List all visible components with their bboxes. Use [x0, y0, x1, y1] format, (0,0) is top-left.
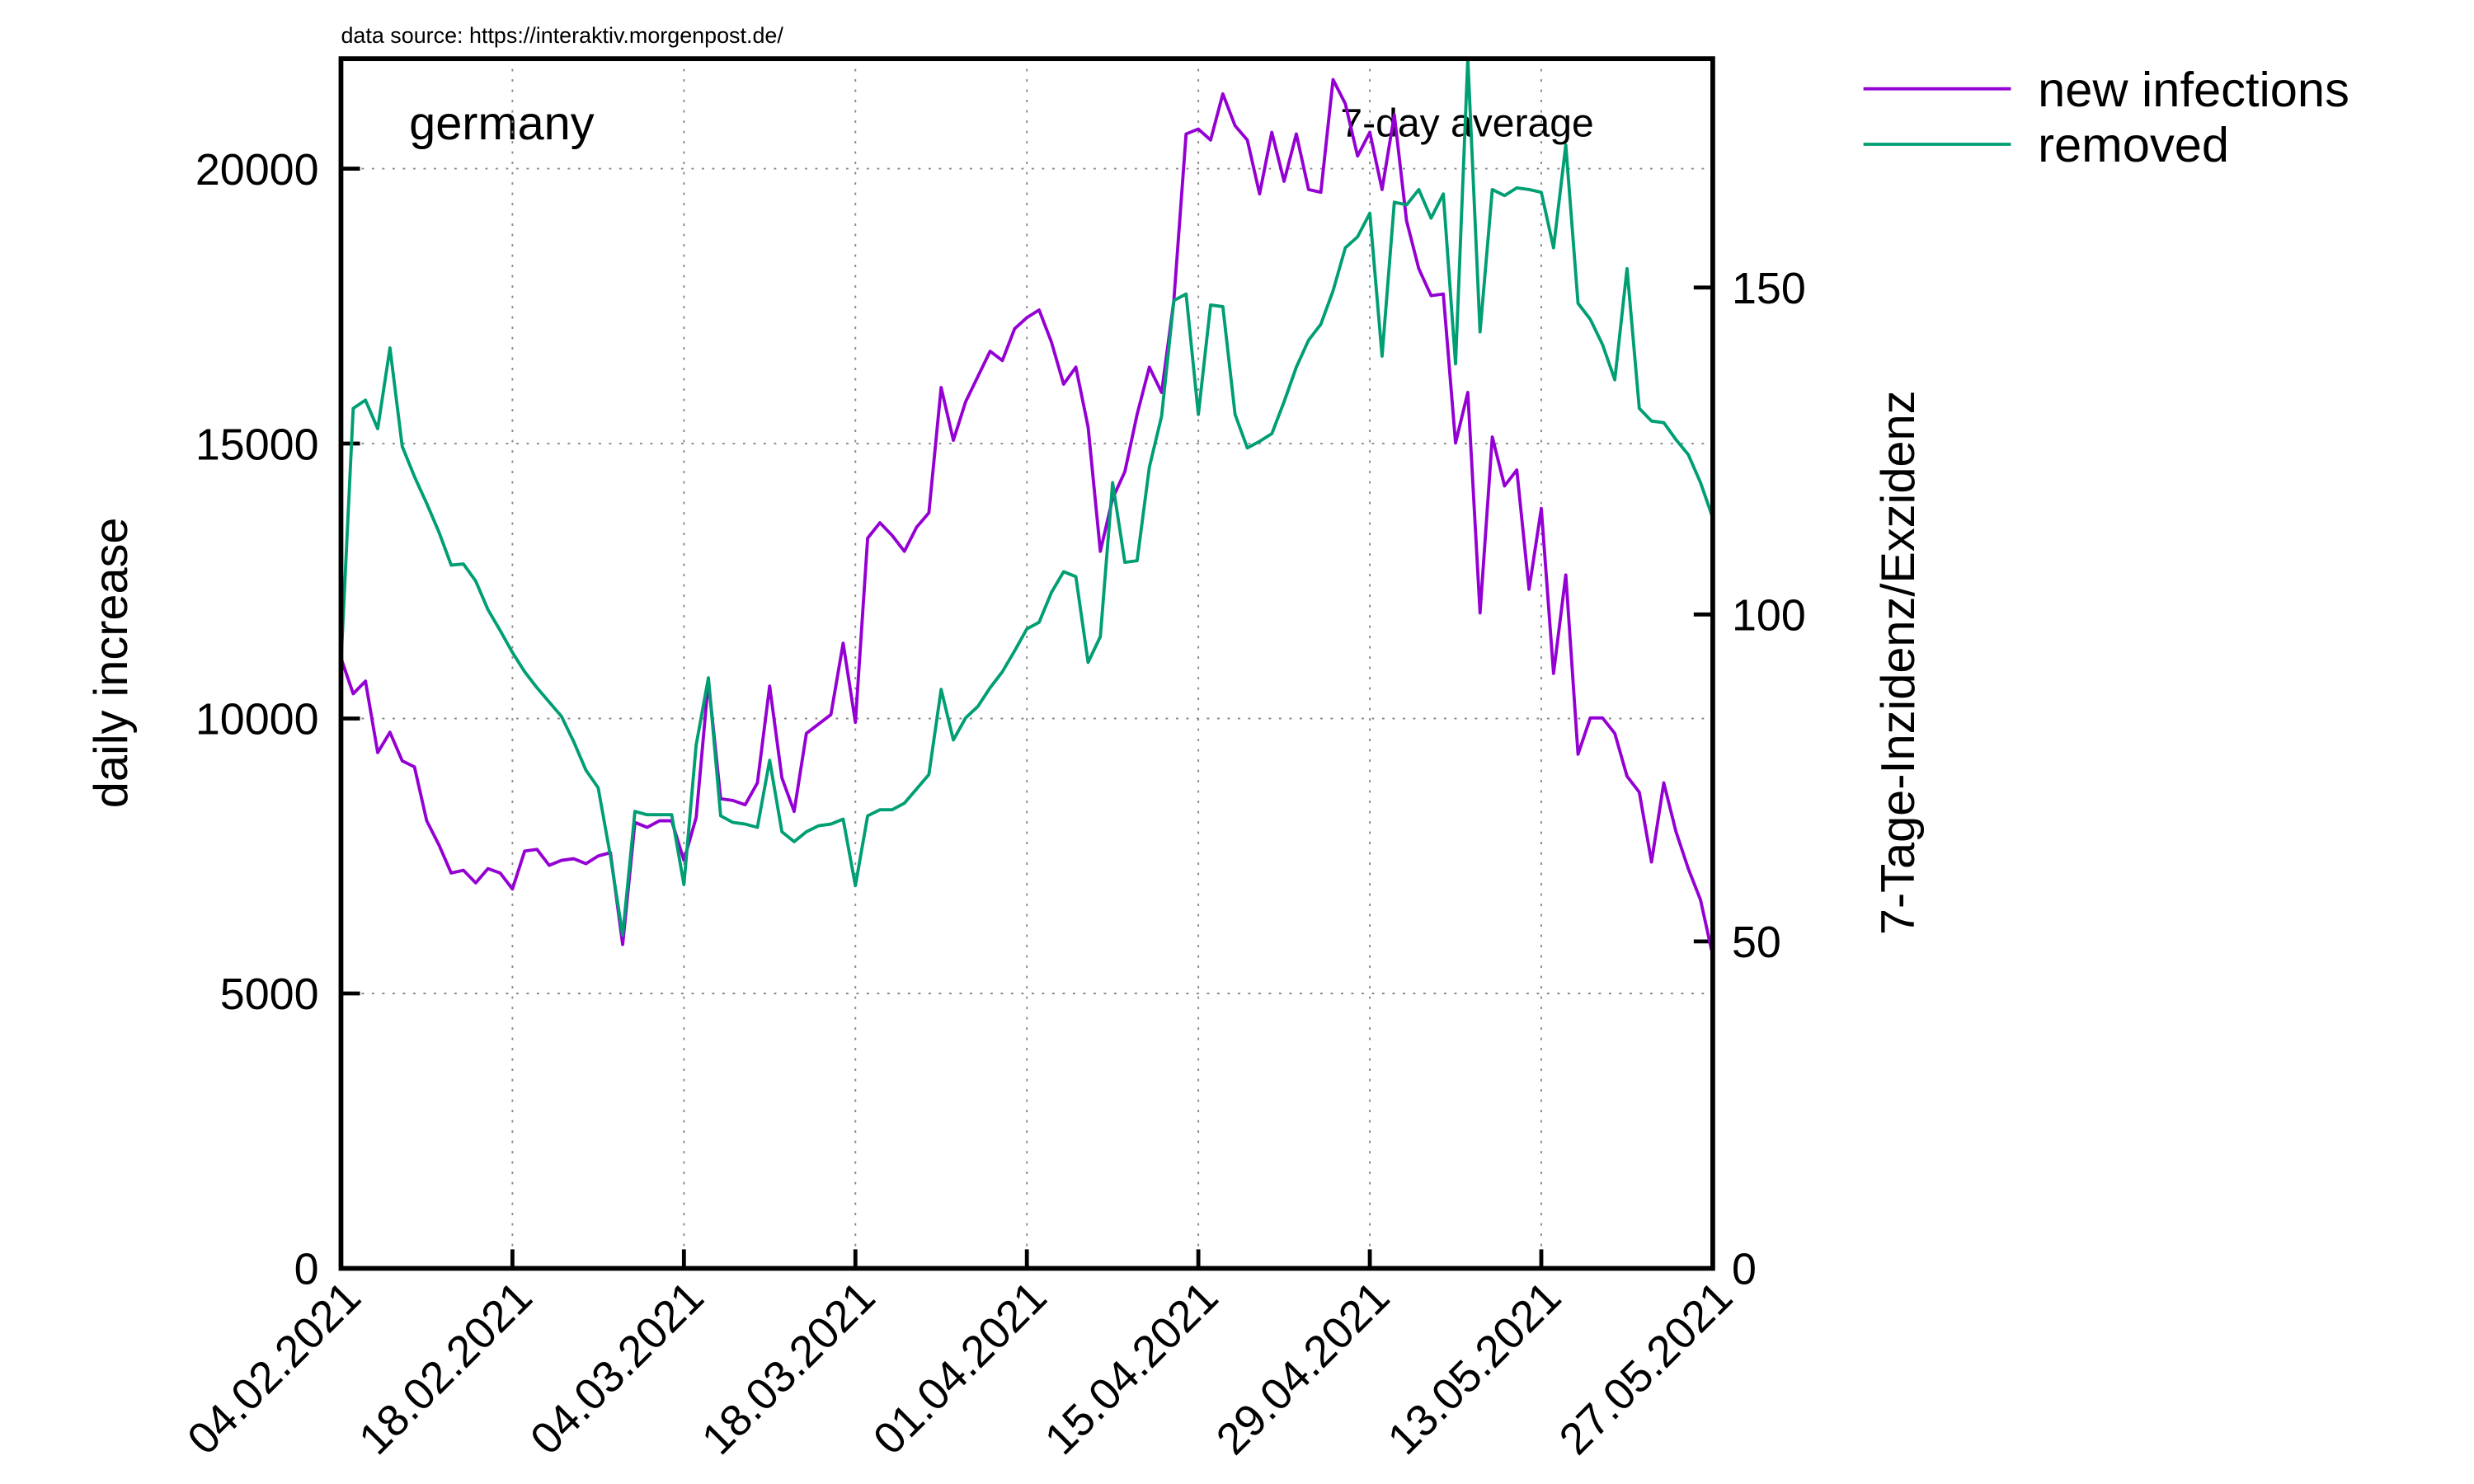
x-tick-label: 13.05.2021	[1378, 1272, 1570, 1464]
legend-label: new infections	[2038, 62, 2349, 117]
y-tick-label: 0	[294, 1245, 319, 1294]
plot-frame	[338, 56, 1715, 1271]
x-tick-label: 04.03.2021	[521, 1272, 713, 1464]
x-tick-label: 18.02.2021	[350, 1272, 542, 1464]
x-tick-label: 04.02.2021	[178, 1272, 370, 1464]
y-tick-label: 5000	[220, 970, 319, 1019]
x-tick-label: 27.05.2021	[1550, 1272, 1742, 1464]
source-note: data source: https://interaktiv.morgenpo…	[341, 23, 783, 48]
y2-tick-label: 150	[1732, 264, 1806, 313]
y2-tick-label: 0	[1732, 1245, 1757, 1294]
y-axis-label: daily increase	[85, 517, 138, 808]
x-tick-label: 29.04.2021	[1207, 1272, 1399, 1464]
series-line	[339, 77, 1714, 956]
y2-tick-label: 100	[1732, 591, 1806, 641]
y-tick-label: 15000	[195, 420, 319, 469]
x-tick-label: 15.04.2021	[1036, 1272, 1228, 1464]
y-tick-label: 10000	[195, 695, 319, 744]
series-line	[339, 57, 1714, 937]
region-label: germany	[409, 97, 595, 150]
y2-axis-label: 7-Tage-Inzidenz/Exzidenz	[1872, 391, 1925, 936]
y-tick-label: 20000	[195, 145, 319, 195]
x-tick-label: 01.04.2021	[864, 1272, 1056, 1464]
y2-tick-label: 50	[1732, 918, 1781, 967]
legend-label: removed	[2038, 117, 2229, 172]
x-tick-label: 18.03.2021	[693, 1272, 885, 1464]
